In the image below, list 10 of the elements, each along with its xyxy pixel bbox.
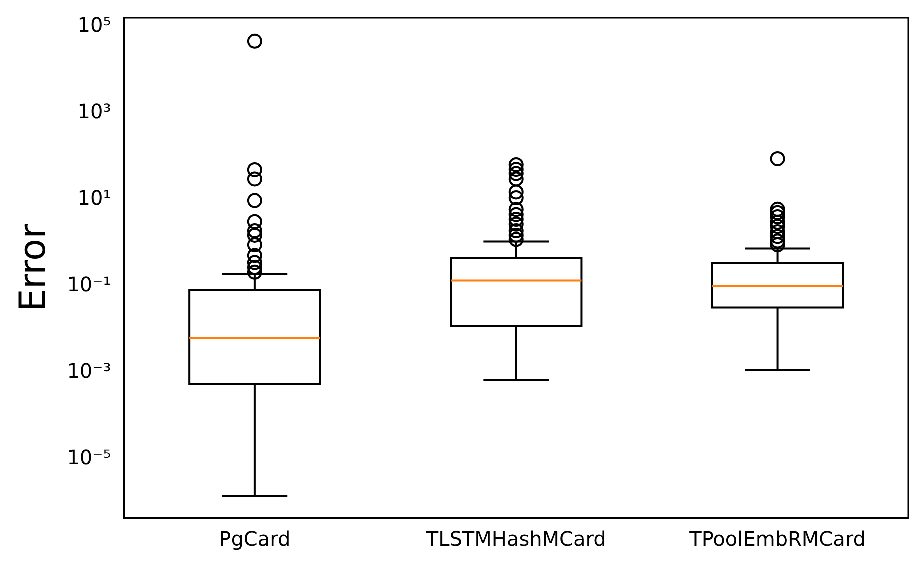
x-tick-label: TPoolEmbRMCard [688,527,866,552]
x-tick-label: PgCard [219,527,291,552]
y-axis-title: Error [12,224,54,312]
y-tick-label: 10⁻¹ [67,272,112,297]
x-tick-label: TLSTMHashMCard [425,527,606,552]
y-tick-label: 10⁻⁵ [67,446,112,470]
y-tick-label: 10¹ [78,186,112,210]
y-tick-label: 10⁻³ [67,359,112,384]
y-tick-label: 10³ [78,100,112,124]
y-tick-label: 10⁵ [78,13,112,38]
